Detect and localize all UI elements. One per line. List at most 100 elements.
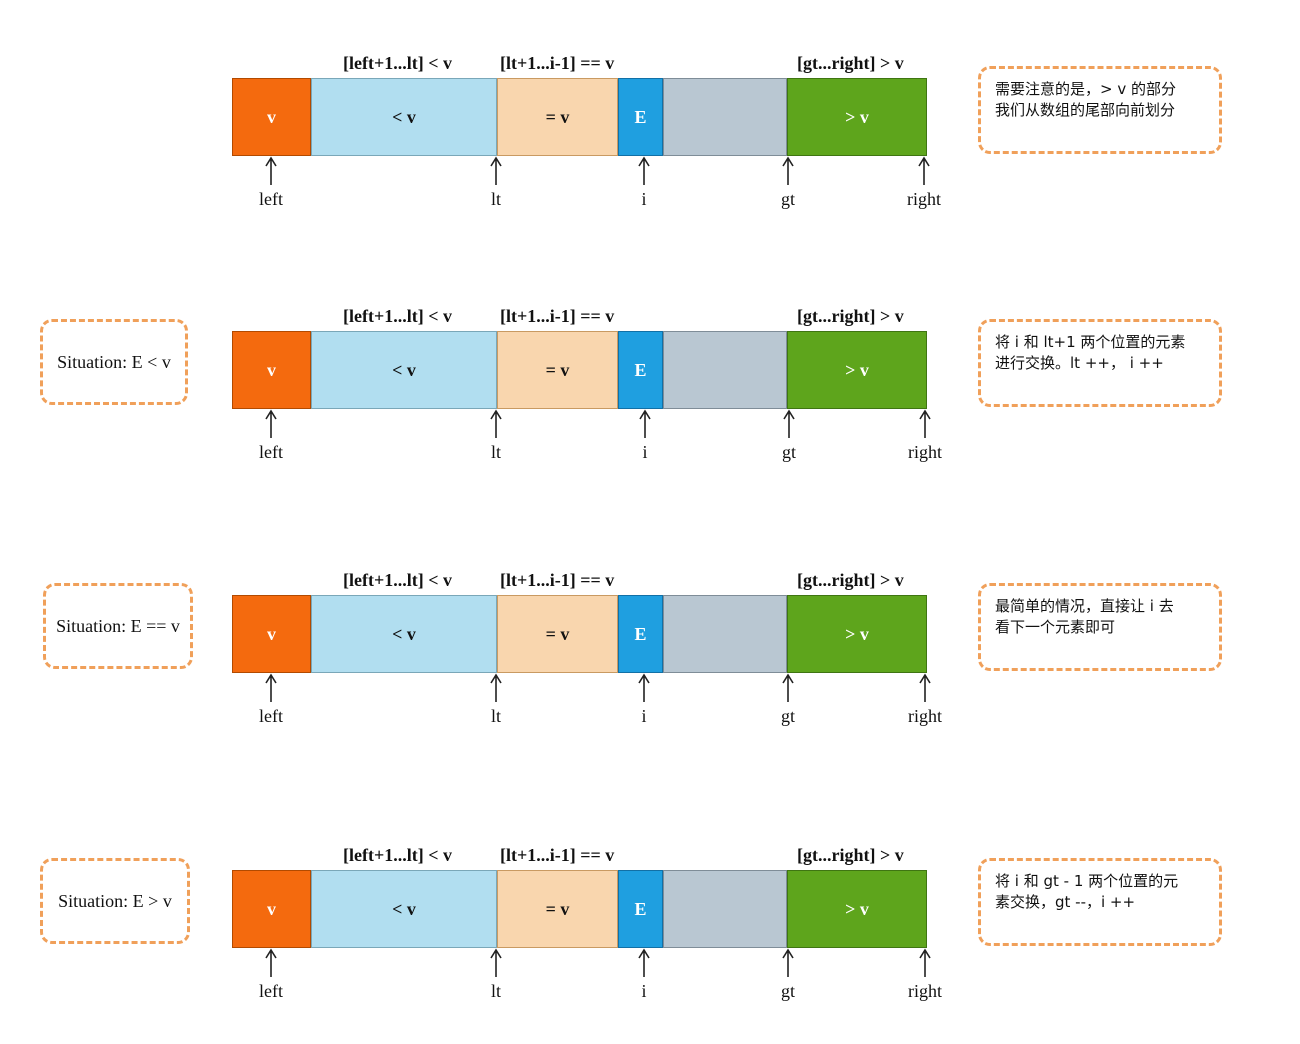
pointer-right: right <box>885 409 965 463</box>
pointer-gt: gt <box>748 673 828 727</box>
equal-segment: = v <box>497 595 618 673</box>
pointer-right-label: right <box>907 189 941 209</box>
equal-segment: = v <box>497 331 618 409</box>
pointer-i: i <box>604 948 684 1002</box>
greater-segment: > v <box>787 78 927 156</box>
pointer-lt: lt <box>456 948 536 1002</box>
note-callout: 将 i 和 lt+1 两个位置的元素 进行交换。lt ++， i ++ <box>978 319 1222 407</box>
pointer-right: right <box>885 948 965 1002</box>
note-line-2: 进行交换。lt ++， i ++ <box>995 354 1164 372</box>
array-bar: v < v = v E > v <box>232 595 927 673</box>
unprocessed-segment <box>663 331 787 409</box>
pointer-left-label: left <box>259 981 283 1001</box>
pointer-lt: lt <box>456 409 536 463</box>
up-arrow-icon <box>782 673 794 702</box>
pointer-lt-label: lt <box>490 189 501 209</box>
pivot-segment: v <box>232 595 311 673</box>
partition-panel-2: [left+1...lt] < v [lt+1...i-1] == v [gt.… <box>0 305 1300 505</box>
pointer-left: left <box>231 948 311 1002</box>
pointer-gt-label: gt <box>780 189 795 209</box>
pointer-gt-label: gt <box>780 706 795 726</box>
header-greater-range: [gt...right] > v <box>797 570 904 590</box>
less-segment: < v <box>311 78 497 156</box>
note-line-2: 我们从数组的尾部向前划分 <box>995 101 1176 119</box>
up-arrow-icon <box>783 409 795 438</box>
pointer-right-label: right <box>908 706 942 726</box>
note-line-1: 将 i 和 gt - 1 两个位置的元 <box>995 872 1179 890</box>
current-element-segment: E <box>618 78 663 156</box>
pointer-left-label: left <box>259 189 283 209</box>
greater-segment: > v <box>787 870 927 948</box>
up-arrow-icon <box>918 156 930 185</box>
situation-callout: Situation: E > v <box>40 858 190 944</box>
note-callout: 将 i 和 gt - 1 两个位置的元 素交换，gt --，i ++ <box>978 858 1222 946</box>
partition-panel-4: [left+1...lt] < v [lt+1...i-1] == v [gt.… <box>0 844 1300 1044</box>
pointer-lt-label: lt <box>490 981 501 1001</box>
up-arrow-icon <box>638 673 650 702</box>
note-line-1: 将 i 和 lt+1 两个位置的元素 <box>995 333 1186 351</box>
pointer-lt-label: lt <box>490 706 501 726</box>
header-greater-range: [gt...right] > v <box>797 845 904 865</box>
note-line-2: 素交换，gt --，i ++ <box>995 893 1136 911</box>
up-arrow-icon <box>919 673 931 702</box>
pointer-right-label: right <box>908 981 942 1001</box>
pointer-gt-label: gt <box>780 981 795 1001</box>
up-arrow-icon <box>782 948 794 977</box>
pointer-i-label: i <box>641 981 647 1001</box>
up-arrow-icon <box>639 409 651 438</box>
current-element-segment: E <box>618 870 663 948</box>
pivot-segment: v <box>232 331 311 409</box>
header-greater-range: [gt...right] > v <box>797 306 904 326</box>
greater-segment: > v <box>787 331 927 409</box>
up-arrow-icon <box>919 948 931 977</box>
pointer-lt-label: lt <box>490 442 501 462</box>
pointer-i: i <box>604 156 684 210</box>
current-element-segment: E <box>618 331 663 409</box>
note-callout: 需要注意的是，> v 的部分 我们从数组的尾部向前划分 <box>978 66 1222 154</box>
header-greater-range: [gt...right] > v <box>797 53 904 73</box>
pointer-left: left <box>231 673 311 727</box>
current-element-segment: E <box>618 595 663 673</box>
pointer-left-label: left <box>259 442 283 462</box>
up-arrow-icon <box>638 948 650 977</box>
header-less-range: [left+1...lt] < v <box>343 570 452 590</box>
pointer-gt-label: gt <box>781 442 796 462</box>
up-arrow-icon <box>490 156 502 185</box>
pointer-gt: gt <box>748 948 828 1002</box>
pointer-i-label: i <box>641 706 647 726</box>
pointer-i-label: i <box>642 442 648 462</box>
header-equal-range: [lt+1...i-1] == v <box>500 845 615 865</box>
pointer-gt: gt <box>749 409 829 463</box>
pointer-gt: gt <box>748 156 828 210</box>
note-line-1: 最简单的情况，直接让 i 去 <box>995 597 1174 615</box>
header-equal-range: [lt+1...i-1] == v <box>500 306 615 326</box>
equal-segment: = v <box>497 78 618 156</box>
pivot-segment: v <box>232 870 311 948</box>
partition-panel-1: [left+1...lt] < v [lt+1...i-1] == v [gt.… <box>0 52 1300 252</box>
header-less-range: [left+1...lt] < v <box>343 306 452 326</box>
less-segment: < v <box>311 595 497 673</box>
up-arrow-icon <box>265 156 277 185</box>
up-arrow-icon <box>265 948 277 977</box>
header-less-range: [left+1...lt] < v <box>343 53 452 73</box>
note-line-1: 需要注意的是，> v 的部分 <box>995 80 1176 98</box>
pointer-right: right <box>885 673 965 727</box>
pointer-left: left <box>231 156 311 210</box>
less-segment: < v <box>311 870 497 948</box>
pointer-left: left <box>231 409 311 463</box>
equal-segment: = v <box>497 870 618 948</box>
pivot-segment: v <box>232 78 311 156</box>
pointer-i-label: i <box>641 189 647 209</box>
greater-segment: > v <box>787 595 927 673</box>
array-bar: v < v = v E > v <box>232 78 927 156</box>
pointer-i: i <box>605 409 685 463</box>
pointer-lt: lt <box>456 673 536 727</box>
header-equal-range: [lt+1...i-1] == v <box>500 570 615 590</box>
array-bar: v < v = v E > v <box>232 870 927 948</box>
up-arrow-icon <box>782 156 794 185</box>
situation-callout: Situation: E == v <box>43 583 193 669</box>
pointer-left-label: left <box>259 706 283 726</box>
pointer-lt: lt <box>456 156 536 210</box>
pointer-right: right <box>884 156 964 210</box>
up-arrow-icon <box>638 156 650 185</box>
